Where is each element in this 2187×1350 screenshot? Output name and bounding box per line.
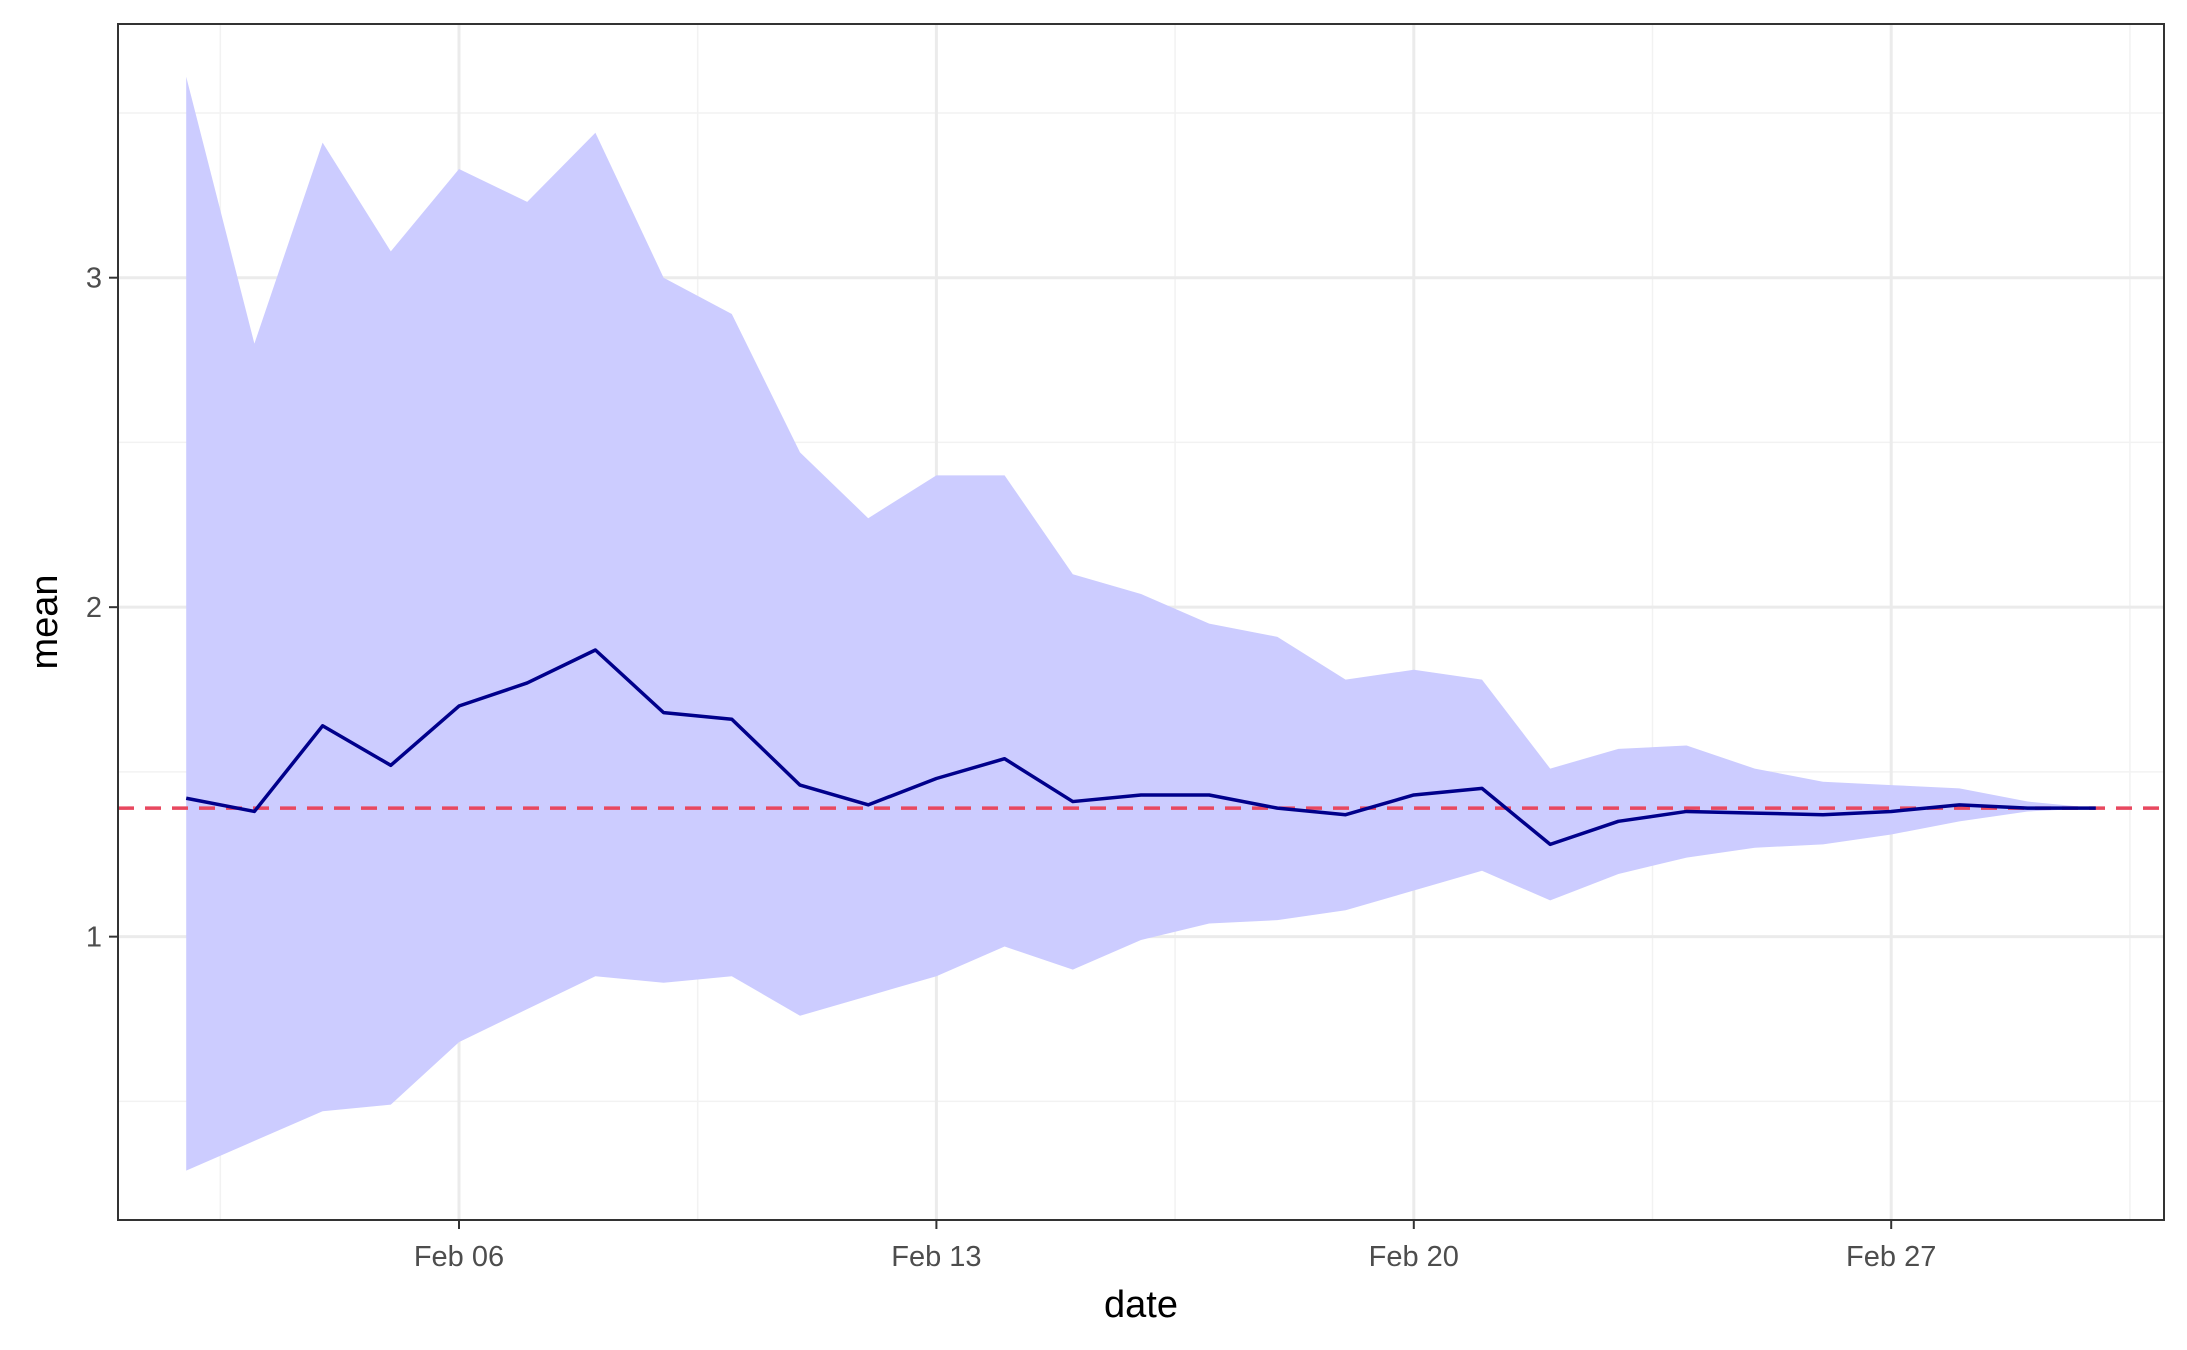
- x-axis: Feb 06 Feb 13 Feb 20 Feb 27: [414, 1220, 1936, 1273]
- panel-border: [117, 23, 2165, 1221]
- confidence-ribbon: [186, 76, 2096, 1171]
- mean-line: [185, 648, 2096, 847]
- x-axis-title: date: [1104, 1284, 1178, 1326]
- y-axis-title: mean: [24, 574, 66, 669]
- plot-panel: [117, 23, 2165, 1221]
- y-axis: 1 2 3: [86, 263, 118, 954]
- x-tick-label: Feb 06: [414, 1241, 504, 1273]
- x-tick-label: Feb 20: [1369, 1241, 1459, 1273]
- x-tick-label: Feb 13: [891, 1241, 981, 1273]
- x-tick-label: Feb 27: [1846, 1241, 1936, 1273]
- y-tick-label: 2: [86, 592, 102, 624]
- y-tick-label: 3: [86, 263, 102, 295]
- y-tick-label: 1: [86, 922, 102, 954]
